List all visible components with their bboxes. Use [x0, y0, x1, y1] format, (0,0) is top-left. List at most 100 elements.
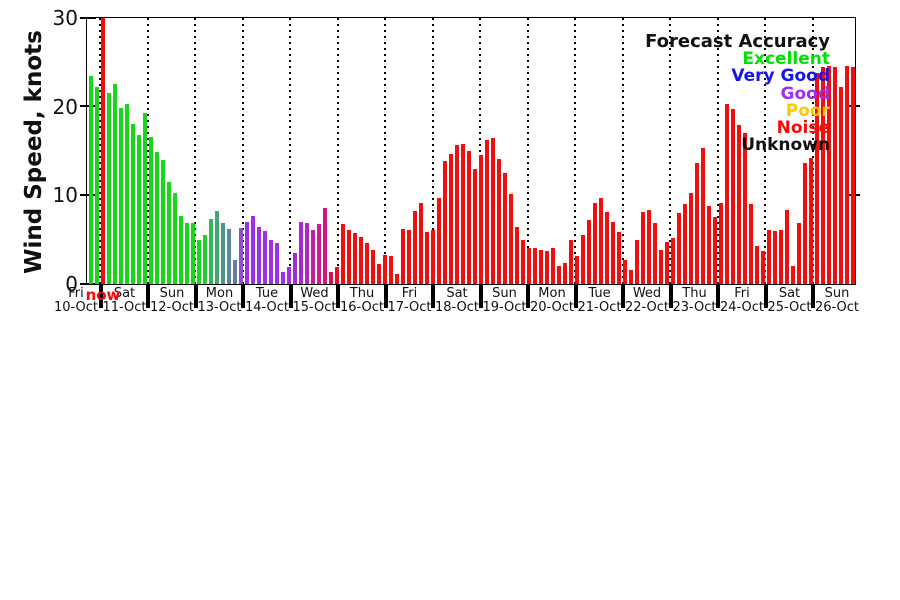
bar — [682, 203, 687, 284]
bar — [646, 209, 651, 284]
x-tick-label: Mon 20-Oct — [517, 287, 587, 314]
day-boundary-gridline — [526, 17, 529, 284]
y-tick-mark-left — [79, 16, 96, 19]
x-tick-date: 26-Oct — [814, 300, 860, 315]
day-boundary-tick — [98, 284, 103, 308]
x-tick-date: 11-Oct — [102, 300, 147, 315]
bar — [514, 226, 519, 284]
x-tick-date: 12-Oct — [149, 300, 195, 315]
x-tick-date: 10-Oct — [53, 300, 99, 315]
bar — [418, 202, 423, 284]
day-boundary-gridline — [336, 17, 339, 284]
bar — [466, 151, 471, 284]
bar — [298, 222, 303, 284]
bar — [814, 72, 819, 284]
bar — [208, 218, 213, 284]
bar — [220, 223, 225, 284]
x-tick-date: 25-Oct — [767, 300, 812, 315]
bar — [460, 144, 465, 284]
bar — [850, 67, 855, 284]
day-boundary-tick — [146, 284, 151, 308]
day-boundary-tick — [193, 284, 198, 308]
bar — [370, 249, 375, 284]
bar — [784, 209, 789, 284]
day-boundary-gridline — [146, 17, 149, 284]
bar — [766, 230, 771, 284]
x-tick-date: 21-Oct — [577, 300, 622, 315]
day-boundary-tick — [526, 284, 531, 308]
bar — [580, 234, 585, 284]
day-boundary-gridline — [479, 17, 482, 284]
bar — [658, 249, 663, 284]
x-tick-date: 18-Oct — [434, 300, 480, 315]
bar — [778, 230, 783, 284]
day-boundary-gridline — [241, 17, 244, 284]
bar — [664, 241, 669, 284]
x-tick-weekday: Sat — [113, 286, 136, 301]
x-tick-weekday: Fri — [401, 286, 418, 301]
bar — [250, 216, 255, 284]
bar — [436, 198, 441, 284]
bar — [634, 240, 639, 284]
bar — [136, 135, 141, 284]
bar — [364, 242, 369, 284]
day-boundary-gridline — [289, 17, 292, 284]
day-boundary-gridline — [194, 17, 197, 284]
bar — [736, 124, 741, 284]
x-tick-weekday: Fri — [68, 286, 84, 301]
bar — [670, 238, 675, 284]
x-tick-weekday: Sat — [778, 286, 801, 301]
bar — [430, 230, 435, 284]
bar — [820, 67, 825, 284]
y-tick-label: 30 — [52, 6, 78, 30]
bar — [142, 113, 147, 284]
day-boundary-tick — [621, 284, 626, 308]
x-tick-label: Thu 16-Oct — [327, 287, 397, 314]
bar — [640, 211, 645, 284]
bar — [838, 86, 843, 284]
bar — [304, 223, 309, 284]
now-label: now — [85, 286, 121, 304]
bar — [616, 232, 621, 284]
bar — [328, 272, 333, 284]
x-tick-label: Fri 24-Oct — [707, 287, 777, 314]
x-tick-date: 22-Oct — [624, 300, 670, 315]
bar — [604, 211, 609, 284]
x-tick-weekday: Thu — [349, 286, 375, 301]
bar — [748, 203, 753, 284]
day-boundary-gridline — [574, 17, 577, 284]
x-tick-label: Tue 21-Oct — [565, 287, 635, 314]
bar — [844, 66, 849, 284]
day-boundary-gridline — [99, 17, 102, 284]
bar — [322, 208, 327, 284]
x-tick-date: 14-Oct — [244, 300, 290, 315]
bar — [238, 227, 243, 284]
bar — [382, 255, 387, 284]
x-tick-label: Wed 15-Oct — [280, 287, 350, 314]
bar — [358, 237, 363, 284]
legend-entry: Good — [780, 83, 830, 104]
bar — [508, 193, 513, 284]
x-tick-label: Sun 26-Oct — [802, 287, 872, 314]
bar — [106, 92, 111, 284]
bar — [274, 242, 279, 284]
legend: Forecast Accuracy Excellent Very Good Good… — [645, 33, 830, 155]
bar — [376, 264, 381, 284]
bar — [244, 222, 249, 284]
day-boundary-tick — [383, 284, 388, 308]
bar — [154, 152, 159, 284]
bar — [706, 205, 711, 284]
bar — [718, 202, 723, 284]
y-tick-label: 20 — [52, 94, 78, 119]
day-boundary-tick — [241, 284, 246, 308]
bar — [712, 217, 717, 284]
bar — [316, 224, 321, 284]
bar — [412, 210, 417, 284]
bar — [256, 226, 261, 284]
x-tick-date: 19-Oct — [482, 300, 527, 315]
x-tick-label: Sat 11-Oct — [90, 287, 160, 314]
bar — [478, 154, 483, 284]
bar — [694, 162, 699, 284]
bar — [628, 270, 633, 284]
